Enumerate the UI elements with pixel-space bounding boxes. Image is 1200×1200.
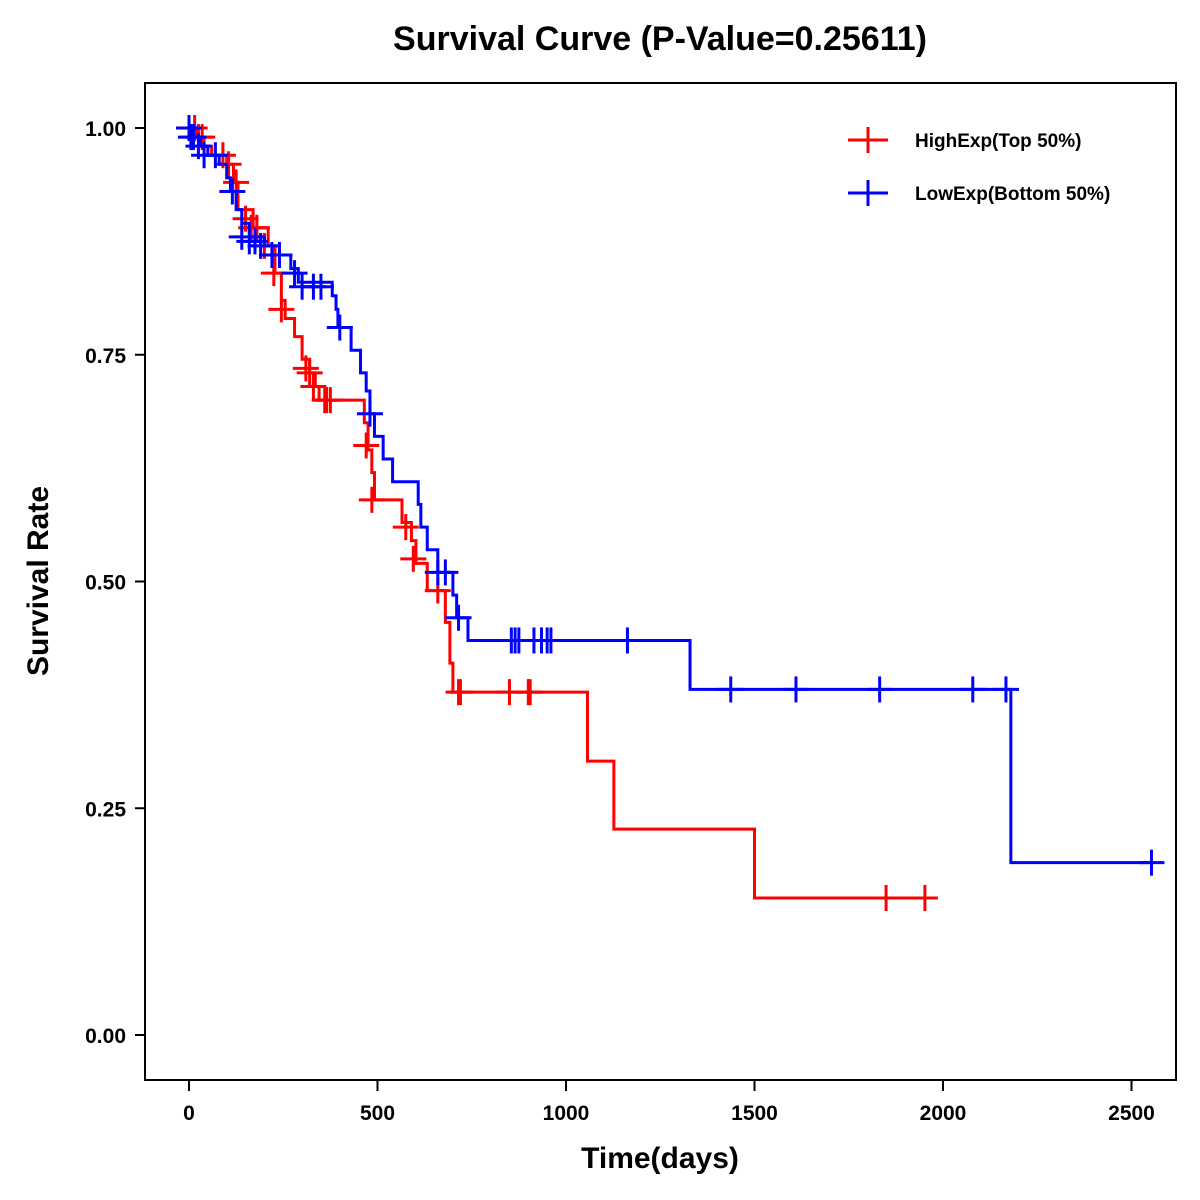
censor-mark [219,178,246,205]
legend: HighExp(Top 50%) LowExp(Bottom 50%) [848,127,1110,206]
censor-mark [356,400,383,427]
censor-mark [911,885,938,912]
legend-label: HighExp(Top 50%) [915,131,1081,152]
censor-mark [537,627,564,654]
censor-mark [445,604,472,631]
x-tick-label: 1500 [731,1102,778,1125]
chart-title: Survival Curve (P-Value=0.25611) [393,20,927,58]
y-tick-label: 0.75 [85,345,126,368]
plot-frame [144,82,1177,1081]
x-tick-label: 2000 [920,1102,967,1125]
censor-mark [353,432,380,459]
censor-mark [317,387,344,414]
x-axis-label: Time(days) [581,1142,739,1175]
y-tick-label: 1.00 [85,118,126,141]
censor-mark [296,359,323,386]
censor-mark [866,676,893,703]
x-tick-label: 500 [360,1102,395,1125]
censor-mark [517,679,544,706]
censor-mark [992,676,1019,703]
x-tick-label: 1000 [543,1102,590,1125]
y-axis: 0.00 0.25 0.50 0.75 1.00 [85,118,145,1048]
censor-mark [614,627,641,654]
x-axis: 0 500 1000 1500 2000 2500 [183,1081,1155,1125]
series-high-exp [181,115,938,912]
y-tick-label: 0.50 [85,572,126,595]
censor-mark [266,241,293,268]
series-layer [176,115,1165,912]
y-axis-label: Survival Rate [22,486,55,676]
y-tick-label: 0.00 [85,1025,126,1048]
series-low-exp [176,115,1165,876]
legend-cross-icon [848,127,888,153]
censor-mark [326,314,353,341]
legend-label: LowExp(Bottom 50%) [915,184,1110,205]
censor-mark [392,514,419,541]
censor-mark [300,373,327,400]
survival-step-line [189,126,928,900]
legend-item: HighExp(Top 50%) [848,127,1081,153]
censor-mark [202,142,229,169]
censor-mark [358,486,385,513]
censor-mark [959,676,986,703]
censor-mark [432,559,459,586]
censor-mark [268,296,295,323]
censor-mark [782,676,809,703]
censor-mark [873,885,900,912]
survival-step-line [189,126,1155,865]
censor-mark [281,260,308,287]
censor-mark [400,545,427,572]
censor-mark [307,273,334,300]
censor-mark [241,228,268,255]
censor-mark [292,355,319,382]
x-tick-label: 0 [183,1102,195,1125]
legend-cross-icon [848,180,888,206]
censor-mark [1138,849,1165,876]
x-tick-label: 2500 [1108,1102,1155,1125]
censor-mark [447,679,474,706]
y-tick-label: 0.25 [85,798,126,821]
censor-mark [717,676,744,703]
legend-item: LowExp(Bottom 50%) [848,180,1110,206]
